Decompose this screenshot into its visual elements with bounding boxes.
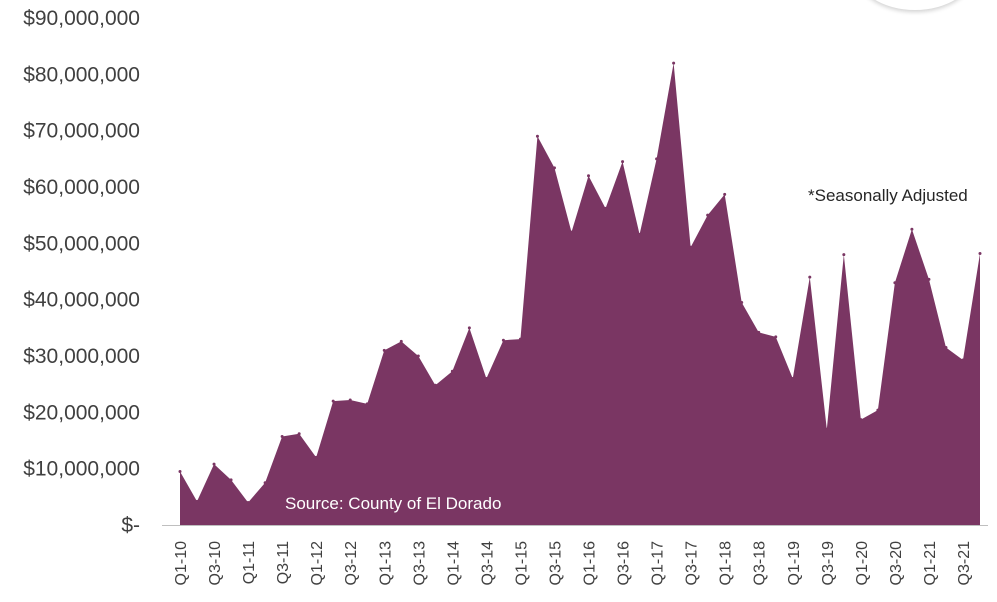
- data-point: [604, 206, 608, 210]
- x-tick-label: Q3-10: [207, 541, 224, 586]
- x-tick-label: Q3-18: [752, 541, 769, 586]
- data-point: [825, 427, 829, 431]
- y-tick-label: $-: [121, 514, 140, 537]
- data-point: [978, 251, 982, 255]
- x-tick-label: Q3-11: [275, 541, 292, 584]
- data-point: [808, 275, 812, 279]
- data-point: [655, 157, 659, 161]
- data-point: [212, 462, 216, 466]
- x-tick-label: Q3-21: [956, 541, 973, 586]
- data-point: [229, 478, 233, 482]
- data-point: [552, 166, 556, 170]
- data-point: [910, 227, 914, 231]
- y-axis-ticks: $- $10,000,000 $20,000,000 $30,000,000 $40,0…: [23, 7, 140, 537]
- x-tick-label: Q1-19: [786, 541, 803, 586]
- x-tick-label: Q3-17: [684, 541, 701, 586]
- data-point: [587, 174, 591, 178]
- y-tick-label: $50,000,000: [23, 232, 140, 255]
- data-point: [791, 377, 795, 381]
- x-axis-ticks: Q1-10 Q3-10 Q1-11 Q3-11 Q1-12 Q3-12 Q1-13 Q3-13…: [173, 541, 973, 586]
- area-layer: [178, 61, 982, 525]
- x-tick-label: Q1-13: [377, 541, 394, 586]
- x-tick-label: Q1-16: [582, 541, 599, 586]
- data-point: [723, 192, 727, 196]
- y-tick-label: $10,000,000: [23, 458, 140, 481]
- data-point: [740, 300, 744, 304]
- data-point: [501, 338, 505, 342]
- y-tick-label: $60,000,000: [23, 176, 140, 199]
- data-point: [416, 354, 420, 358]
- x-tick-label: Q1-14: [445, 541, 462, 586]
- x-tick-label: Q1-12: [309, 541, 326, 586]
- data-point: [399, 339, 403, 343]
- data-point: [774, 335, 778, 339]
- data-point: [518, 337, 522, 341]
- x-tick-label: Q3-19: [820, 541, 837, 586]
- x-tick-label: Q1-11: [241, 541, 258, 584]
- data-point: [535, 134, 539, 138]
- data-point: [382, 348, 386, 352]
- x-tick-label: Q1-15: [513, 541, 530, 586]
- data-point: [961, 358, 965, 362]
- x-tick-label: Q1-21: [922, 541, 939, 586]
- data-point: [876, 408, 880, 412]
- data-point: [859, 418, 863, 422]
- x-tick-label: Q1-18: [718, 541, 735, 586]
- data-point: [706, 213, 710, 217]
- y-tick-label: $30,000,000: [23, 345, 140, 368]
- x-tick-label: Q1-17: [650, 541, 667, 586]
- x-tick-label: Q3-12: [343, 541, 360, 586]
- x-tick-label: Q3-13: [411, 541, 428, 586]
- y-tick-label: $20,000,000: [23, 401, 140, 424]
- data-point: [331, 399, 335, 403]
- data-point: [433, 383, 437, 387]
- data-point: [893, 281, 897, 285]
- x-tick-label: Q1-20: [854, 541, 871, 586]
- data-point: [297, 432, 301, 436]
- data-point: [450, 369, 454, 373]
- seasonal-adjustment-note: *Seasonally Adjusted: [808, 186, 968, 205]
- data-point: [638, 232, 642, 236]
- data-point: [178, 469, 182, 473]
- data-point: [621, 160, 625, 164]
- data-point: [842, 253, 846, 257]
- data-point: [246, 500, 250, 504]
- data-point: [944, 346, 948, 350]
- data-point: [757, 330, 761, 334]
- y-tick-label: $40,000,000: [23, 289, 140, 312]
- data-point: [467, 326, 471, 330]
- x-tick-label: Q3-15: [547, 541, 564, 586]
- x-tick-label: Q3-20: [888, 541, 905, 586]
- corner-decoration: [855, 0, 975, 10]
- area-series: [180, 63, 980, 525]
- y-tick-label: $90,000,000: [23, 7, 140, 30]
- data-point: [672, 61, 676, 65]
- data-point: [348, 398, 352, 402]
- x-tick-label: Q3-14: [479, 541, 496, 586]
- data-point: [280, 435, 284, 439]
- y-tick-label: $70,000,000: [23, 120, 140, 143]
- data-point: [569, 230, 573, 234]
- data-point: [195, 499, 199, 503]
- data-point: [689, 245, 693, 249]
- data-point: [314, 455, 318, 459]
- x-tick-label: Q1-10: [173, 541, 190, 586]
- data-point: [263, 481, 267, 485]
- data-point: [484, 377, 488, 381]
- x-tick-label: Q3-16: [616, 541, 633, 586]
- data-point: [927, 277, 931, 281]
- data-point: [365, 402, 369, 406]
- source-note: Source: County of El Dorado: [285, 494, 501, 513]
- y-tick-label: $80,000,000: [23, 63, 140, 86]
